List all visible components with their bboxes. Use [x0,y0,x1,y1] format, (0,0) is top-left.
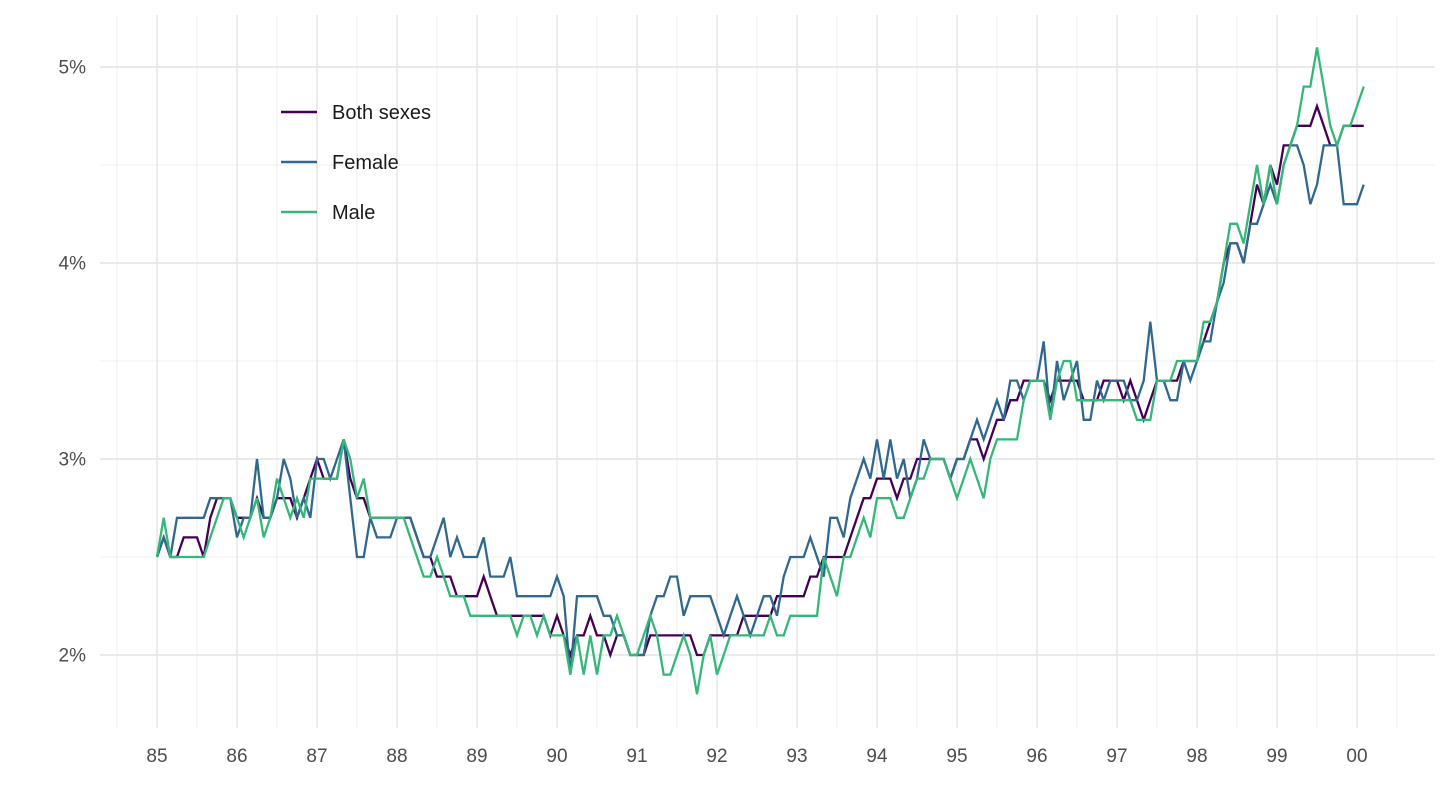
legend-label: Male [332,202,375,224]
x-tick-label: 94 [866,746,888,767]
y-tick-label: 2% [59,646,87,667]
legend-label: Both sexes [332,102,431,124]
x-tick-label: 98 [1186,746,1207,767]
x-tick-label: 89 [466,746,487,767]
x-tick-label: 97 [1106,746,1127,767]
y-axis-labels: 2% 3% 4% 5% [59,58,87,667]
x-tick-label: 99 [1266,746,1287,767]
grid-major [100,15,1435,728]
x-tick-label: 92 [706,746,727,767]
x-tick-label: 00 [1346,746,1367,767]
x-tick-label: 87 [306,746,327,767]
y-tick-label: 3% [59,450,87,471]
x-axis-labels: 85 86 87 88 89 90 91 92 93 94 95 96 97 98 99 00 [146,746,1367,767]
x-tick-label: 93 [786,746,807,767]
y-tick-label: 4% [59,254,87,275]
x-tick-label: 95 [946,746,967,767]
series-line-male [155,47,1365,695]
legend-label: Female [332,152,399,174]
x-tick-label: 86 [226,746,247,767]
x-tick-label: 96 [1026,746,1047,767]
x-tick-label: 91 [626,746,647,767]
x-tick-label: 88 [386,746,407,767]
x-tick-label: 85 [146,746,167,767]
y-tick-label: 5% [59,58,87,79]
x-tick-label: 90 [546,746,567,767]
legend: Both sexes Female Male [281,102,431,224]
